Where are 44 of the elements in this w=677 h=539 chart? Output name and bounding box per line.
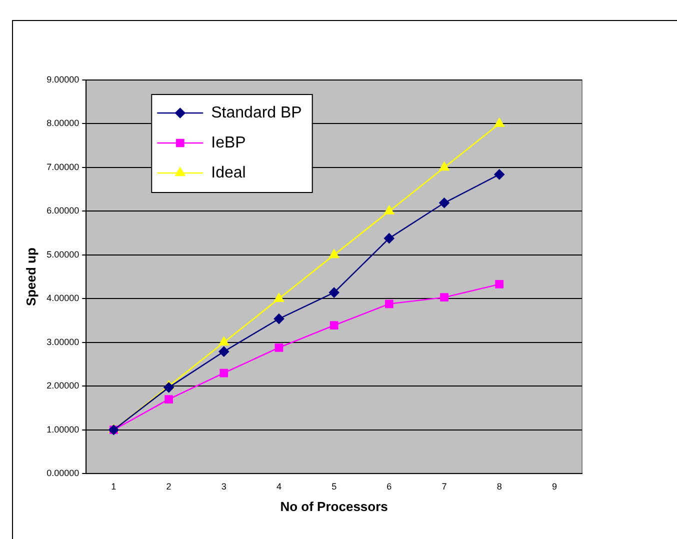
legend-label: IeBP xyxy=(211,134,246,152)
x-axis-title: No of Processors xyxy=(280,498,388,514)
y-tick-label: 0.00000 xyxy=(46,468,80,478)
x-tick-label: 9 xyxy=(552,481,557,492)
y-tick-label: 3.00000 xyxy=(46,336,80,347)
point xyxy=(220,368,228,378)
x-tick-label: 4 xyxy=(276,481,282,492)
legend-label: Ideal xyxy=(211,164,246,182)
point xyxy=(274,293,284,302)
point xyxy=(329,249,340,258)
point xyxy=(274,343,284,352)
y-tick-label: 4.00000 xyxy=(46,293,80,304)
x-tick-label: 7 xyxy=(442,481,447,492)
point xyxy=(439,198,450,208)
x-tick-label: 2 xyxy=(166,481,172,492)
point xyxy=(218,346,230,357)
point xyxy=(384,300,394,308)
point xyxy=(328,287,340,298)
point xyxy=(439,162,450,171)
legend-label: Standard BP xyxy=(211,104,302,122)
x-tick-label: 6 xyxy=(386,481,392,492)
y-tick-label: 2.00000 xyxy=(46,380,80,391)
x-tick-label: 5 xyxy=(332,481,337,492)
x-tick-label: 1 xyxy=(111,481,116,492)
point xyxy=(440,293,448,302)
x-tick-label: 8 xyxy=(496,481,502,492)
y-tick-label: 9.00000 xyxy=(46,74,80,84)
point xyxy=(330,321,338,330)
point xyxy=(274,314,284,324)
point xyxy=(494,118,504,127)
y-tick-label: 5.00000 xyxy=(46,249,80,260)
point xyxy=(494,169,505,180)
y-axis-title: Speed up xyxy=(23,247,38,306)
point xyxy=(164,395,173,404)
point xyxy=(384,233,394,244)
point xyxy=(384,206,394,214)
y-tick-label: 8.00000 xyxy=(46,118,80,128)
point xyxy=(495,280,504,288)
point xyxy=(218,336,229,346)
point xyxy=(164,382,174,393)
x-tick-label: 3 xyxy=(221,481,226,492)
y-tick-label: 7.00000 xyxy=(46,162,80,172)
y-tick-label: 6.00000 xyxy=(46,206,80,216)
y-tick-label: 1.00000 xyxy=(46,424,80,434)
